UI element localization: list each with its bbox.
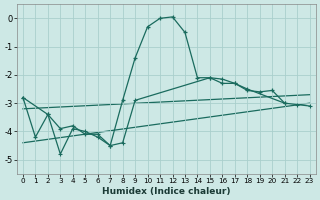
X-axis label: Humidex (Indice chaleur): Humidex (Indice chaleur) [102,187,230,196]
